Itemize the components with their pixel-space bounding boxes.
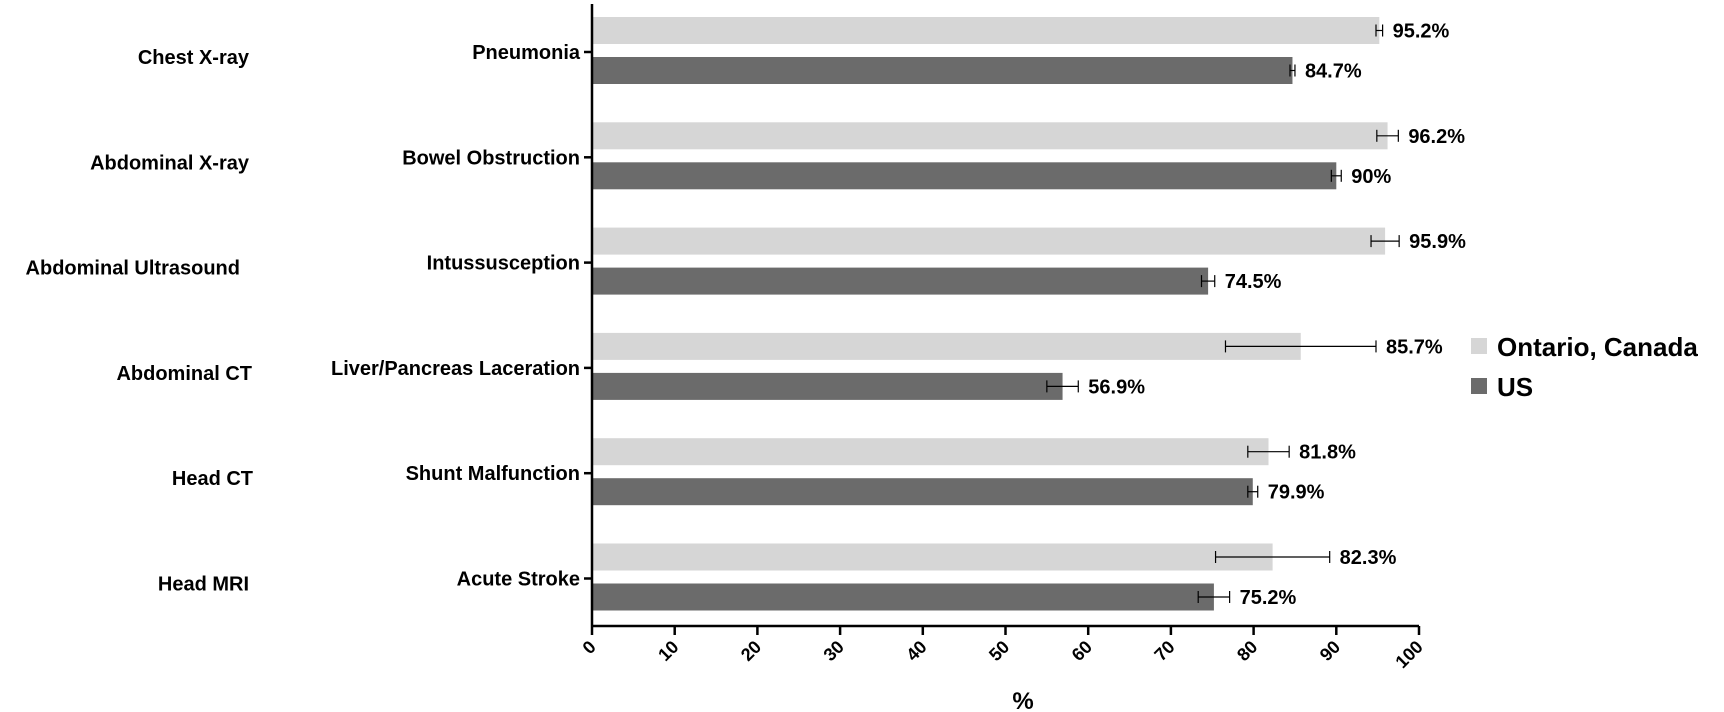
data-label-ontario-4: 81.8% — [1299, 442, 1356, 464]
error-bar-ontario-0 — [1375, 24, 1384, 37]
data-label-ontario-2: 95.9% — [1409, 231, 1466, 253]
category-label-5: Acute Stroke — [457, 569, 580, 591]
error-bar-ontario-1 — [1376, 129, 1399, 142]
data-label-us-4: 79.9% — [1268, 482, 1325, 504]
legend-item-ontario: Ontario, Canada — [1471, 332, 1698, 362]
bar-us-1 — [592, 162, 1337, 190]
modality-label-1: Abdominal X-ray — [90, 152, 250, 174]
legend-label-us: US — [1497, 372, 1533, 402]
bar-us-5 — [592, 583, 1214, 611]
modality-label-4: Head CT — [172, 468, 253, 490]
x-tick-label-0: 0 — [579, 637, 600, 658]
bar-ontario-4 — [592, 438, 1269, 466]
error-bar-us-5 — [1197, 591, 1231, 603]
modality-label-2: Abdominal Ultrasound — [26, 258, 240, 280]
error-bar-us-3 — [1046, 380, 1079, 393]
data-label-ontario-1: 96.2% — [1408, 126, 1465, 148]
category-label-4: Shunt Malfunction — [406, 463, 580, 485]
data-label-ontario-0: 95.2% — [1393, 21, 1450, 43]
error-bar-us-1 — [1330, 169, 1342, 182]
legend-swatch-us — [1471, 378, 1487, 394]
modality-label-3: Abdominal CT — [116, 363, 252, 385]
modality-label-5: Head MRI — [158, 574, 249, 596]
bar-ontario-5 — [592, 543, 1273, 571]
category-label-3: Liver/Pancreas Laceration — [331, 358, 580, 380]
data-label-ontario-5: 82.3% — [1340, 547, 1397, 569]
x-tick-label-10: 100 — [1391, 637, 1426, 672]
x-tick-label-6: 60 — [1068, 637, 1096, 665]
data-label-us-2: 74.5% — [1225, 271, 1282, 293]
category-label-0: Pneumonia — [472, 42, 581, 64]
legend-label-ontario: Ontario, Canada — [1497, 332, 1698, 362]
category-label-2: Intussusception — [427, 253, 580, 275]
bar-ontario-2 — [592, 227, 1386, 255]
error-bar-us-2 — [1200, 275, 1216, 288]
x-tick-label-7: 70 — [1150, 637, 1178, 665]
error-bar-ontario-2 — [1370, 235, 1400, 248]
modality-label-0: Chest X-ray — [138, 47, 250, 69]
data-label-us-0: 84.7% — [1305, 61, 1362, 83]
category-label-1: Bowel Obstruction — [402, 147, 580, 169]
error-bar-ontario-5 — [1214, 551, 1331, 563]
data-label-ontario-3: 85.7% — [1386, 336, 1443, 358]
data-label-us-1: 90% — [1351, 166, 1391, 188]
error-bar-ontario-3 — [1224, 340, 1377, 353]
bar-ontario-1 — [592, 122, 1388, 150]
legend: Ontario, Canada US — [1471, 332, 1698, 402]
labels-layer: 95.2% 84.7% Pneumonia Chest X-ray 96.2% 90% Bo… — [26, 21, 1467, 610]
error-bar-ontario-4 — [1247, 445, 1290, 458]
x-tick-label-5: 50 — [985, 637, 1013, 665]
bar-ontario-0 — [592, 17, 1380, 44]
legend-swatch-ontario — [1471, 338, 1487, 354]
error-bar-us-0 — [1289, 64, 1296, 77]
error-bar-us-4 — [1247, 485, 1259, 498]
x-tick-label-8: 80 — [1233, 637, 1261, 665]
bar-us-0 — [592, 57, 1293, 84]
data-label-us-3: 56.9% — [1088, 376, 1145, 398]
x-tick-label-9: 90 — [1316, 637, 1344, 665]
bar-ontario-3 — [592, 332, 1301, 360]
bar-us-3 — [592, 372, 1063, 400]
bar-us-2 — [592, 267, 1209, 295]
data-label-us-5: 75.2% — [1240, 587, 1297, 609]
x-axis-label: % — [1012, 688, 1033, 712]
bars-layer — [592, 17, 1400, 611]
x-tick-label-4: 40 — [902, 637, 930, 665]
x-tick-label-3: 30 — [820, 637, 848, 665]
x-tick-label-1: 10 — [654, 637, 682, 665]
bar-us-4 — [592, 478, 1253, 506]
legend-item-us: US — [1471, 372, 1533, 402]
x-tick-label-2: 20 — [737, 637, 765, 665]
